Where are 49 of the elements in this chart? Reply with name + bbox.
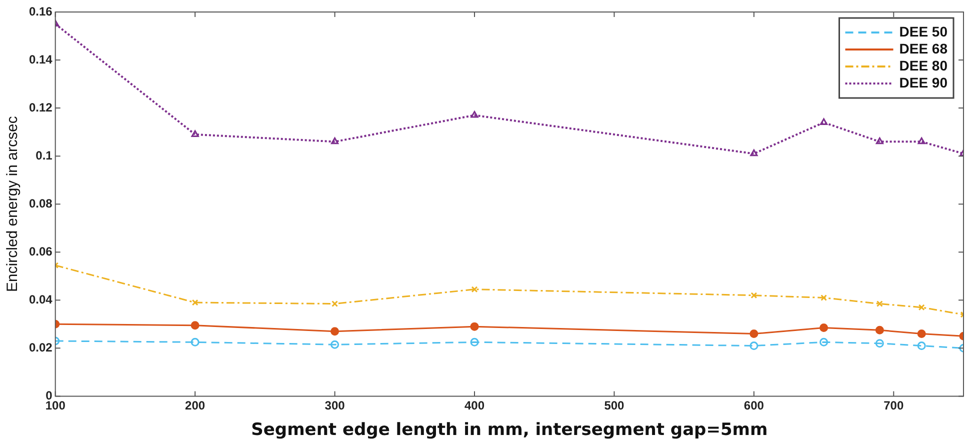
y-tick-label: 0.06	[28, 244, 53, 258]
x-tick-label: 100	[45, 398, 66, 413]
point	[190, 321, 200, 330]
point	[750, 149, 758, 156]
y-tick-label: 0.16	[28, 4, 53, 18]
x-tick-label: 500	[604, 398, 625, 413]
y-tick-label: 0.04	[28, 292, 53, 306]
legend-label: DEE 90	[899, 74, 948, 90]
point	[918, 137, 926, 144]
y-tick-label: 0.1	[36, 148, 53, 162]
x-tick-label: 300	[324, 398, 346, 413]
x-tick-label: 600	[744, 398, 764, 413]
point	[917, 330, 926, 338]
y-tick-label: 0.12	[28, 100, 53, 114]
x-tick-label: 200	[185, 398, 206, 413]
point	[471, 286, 478, 293]
point	[470, 111, 478, 118]
point	[470, 338, 479, 346]
point	[876, 137, 884, 144]
point	[470, 322, 479, 331]
point	[820, 338, 828, 346]
legend-label: DEE 68	[899, 40, 948, 56]
legend-label: DEE 50	[899, 23, 948, 40]
point	[918, 304, 925, 311]
x-axis-title: Segment edge length in mm, intersegment gap=5mm	[251, 420, 768, 440]
point	[875, 326, 884, 334]
point	[191, 130, 199, 137]
point	[820, 324, 828, 332]
point	[331, 137, 339, 144]
point	[820, 118, 828, 125]
y-tick-label: 0.08	[28, 196, 53, 210]
x-tick-label: 700	[884, 398, 904, 413]
point	[750, 342, 758, 350]
legend-label: DEE 80	[899, 57, 948, 74]
point	[330, 340, 340, 349]
point	[750, 330, 758, 338]
point	[876, 300, 883, 307]
point	[750, 292, 758, 299]
y-tick-label: 0.02	[28, 340, 53, 354]
point	[332, 300, 338, 307]
x-tick-label: 400	[464, 398, 485, 413]
point	[917, 342, 926, 350]
point	[330, 327, 340, 336]
y-tick-label: 0.14	[28, 52, 53, 66]
y-axis-title: Encircled energy in arcsec	[4, 116, 22, 292]
point	[820, 294, 828, 301]
point	[192, 299, 198, 306]
point	[190, 338, 200, 346]
point	[875, 339, 884, 348]
